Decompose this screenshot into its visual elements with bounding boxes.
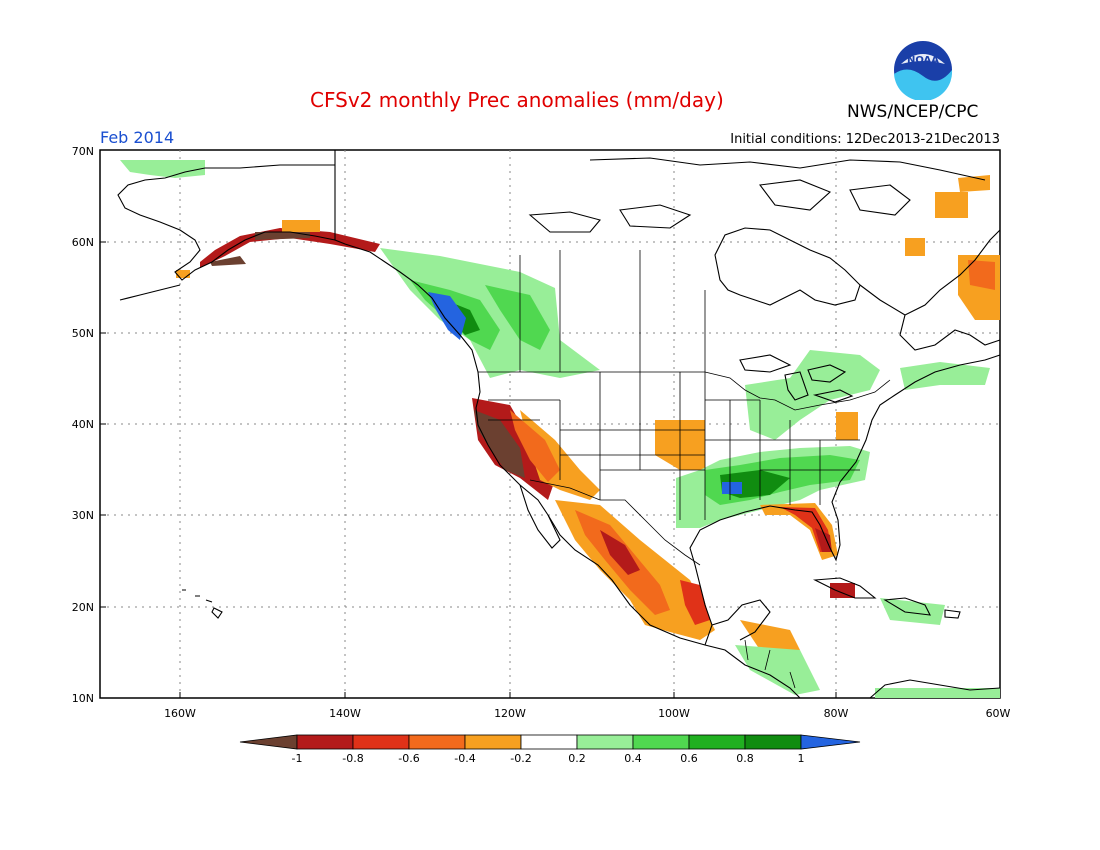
lat-axis: 70N 60N 50N 40N 30N 20N 10N bbox=[72, 145, 106, 705]
forecast-month: Feb 2014 bbox=[100, 128, 175, 147]
political-borders bbox=[334, 150, 891, 689]
lon-tick: 80W bbox=[824, 707, 849, 720]
lon-axis: 160W 140W 120W 100W 80W 60W bbox=[164, 692, 1011, 720]
colorbar-high-arrow bbox=[800, 734, 861, 750]
colorbar-swatch bbox=[632, 734, 690, 750]
colorbar-labels: -1 -0.8 -0.6 -0.4 -0.2 0.2 0.4 0.6 0.8 1 bbox=[292, 752, 805, 765]
lat-tick: 10N bbox=[72, 692, 94, 705]
colorbar-swatch bbox=[408, 734, 466, 750]
anomaly-sa-lightgreen bbox=[875, 688, 1000, 698]
anomaly-midatlantic-orange bbox=[836, 412, 858, 440]
coastlines bbox=[117, 150, 1001, 699]
colorbar-swatch bbox=[688, 734, 746, 750]
anomaly-nfld-red bbox=[968, 260, 995, 290]
anomaly-quebec-orange bbox=[905, 238, 925, 256]
colorbar bbox=[239, 734, 861, 750]
anomaly-pnw-blue bbox=[428, 292, 466, 340]
lon-tick: 160W bbox=[164, 707, 196, 720]
lon-tick: 100W bbox=[658, 707, 690, 720]
colorbar-label: -1 bbox=[292, 752, 303, 765]
lat-tick: 70N bbox=[72, 145, 94, 158]
colorbar-swatch bbox=[352, 734, 410, 750]
map-title: CFSv2 monthly Prec anomalies (mm/day) bbox=[310, 88, 724, 112]
anomaly-fields bbox=[120, 160, 1000, 698]
colorbar-swatch bbox=[744, 734, 802, 750]
anomaly-gulfmx-red bbox=[680, 580, 710, 625]
anomaly-alaska-green bbox=[120, 160, 205, 178]
initial-conditions: Initial conditions: 12Dec2013-21Dec2013 bbox=[730, 132, 1000, 147]
anomaly-ohio-lightgreen bbox=[745, 350, 880, 440]
anomaly-alaska-orange bbox=[282, 220, 320, 232]
colorbar-label: -0.8 bbox=[342, 752, 363, 765]
colorbar-label: 0.8 bbox=[736, 752, 754, 765]
anomaly-sw-redorange bbox=[510, 410, 560, 482]
anomaly-alaska-orange-2 bbox=[176, 270, 190, 278]
anomaly-mexico-red bbox=[600, 530, 640, 575]
lon-tick: 140W bbox=[329, 707, 361, 720]
logo-text: NOAA bbox=[907, 55, 939, 66]
lat-tick: 20N bbox=[72, 601, 94, 614]
agency-label: NWS/NCEP/CPC bbox=[847, 102, 979, 122]
anomaly-alaska-darkbrown-2 bbox=[255, 232, 310, 240]
colorbar-label: 1 bbox=[798, 752, 805, 765]
lat-tick: 50N bbox=[72, 327, 94, 340]
colorbar-low-arrow bbox=[239, 734, 298, 750]
anomaly-nova-lightgreen bbox=[900, 362, 990, 390]
anomaly-labrador-orange bbox=[935, 192, 968, 218]
lat-tick: 40N bbox=[72, 418, 94, 431]
noaa-logo: NOAA bbox=[894, 41, 953, 100]
colorbar-label: -0.6 bbox=[398, 752, 419, 765]
lon-tick: 60W bbox=[986, 707, 1011, 720]
colorbar-swatch bbox=[464, 734, 522, 750]
anomaly-florida-darkred bbox=[815, 528, 832, 552]
colorbar-label: -0.2 bbox=[510, 752, 531, 765]
lat-tick: 30N bbox=[72, 509, 94, 522]
anomaly-cuba-red bbox=[830, 583, 855, 598]
anomaly-rockies-green bbox=[485, 285, 550, 350]
colorbar-swatch bbox=[576, 734, 634, 750]
anomaly-centralam-lightgreen bbox=[735, 645, 820, 695]
lon-tick: 120W bbox=[494, 707, 526, 720]
colorbar-label: 0.2 bbox=[568, 752, 586, 765]
colorbar-swatch bbox=[520, 734, 578, 750]
anomaly-se-blue bbox=[722, 482, 742, 494]
lat-tick: 60N bbox=[72, 236, 94, 249]
anomaly-pnw-lightgreen bbox=[380, 248, 600, 378]
colorbar-label: 0.6 bbox=[680, 752, 698, 765]
colorbar-swatch bbox=[296, 734, 354, 750]
anomaly-carib-lightgreen bbox=[880, 598, 945, 625]
anomaly-alaska-darkbrown bbox=[210, 256, 246, 266]
anomaly-ca-darkbrown bbox=[474, 410, 525, 478]
colorbar-label: 0.4 bbox=[624, 752, 642, 765]
colorbar-label: -0.4 bbox=[454, 752, 475, 765]
